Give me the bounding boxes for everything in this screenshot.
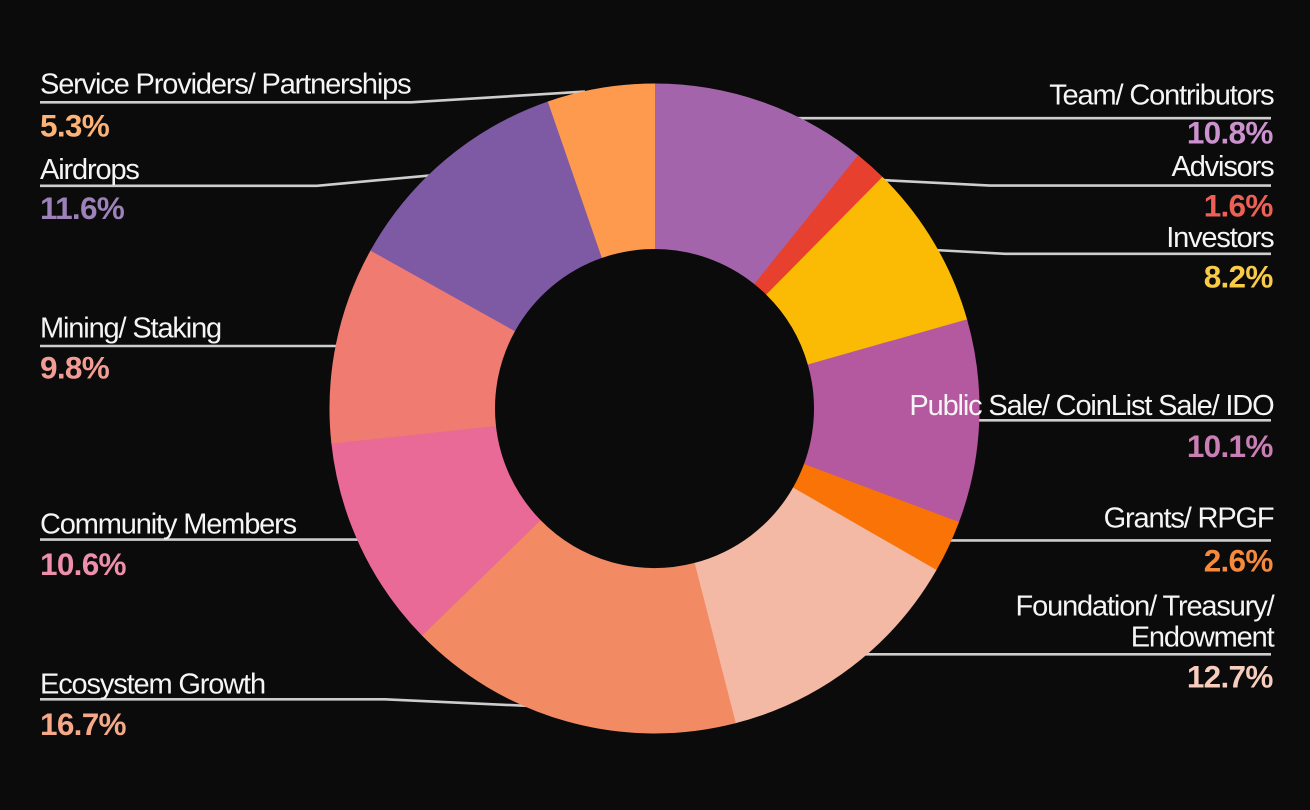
svg-text:Advisors: Advisors: [1172, 151, 1275, 183]
svg-text:16.7%: 16.7%: [40, 706, 127, 742]
svg-text:Public Sale/ CoinList Sale/ ID: Public Sale/ CoinList Sale/ IDO: [909, 390, 1274, 422]
svg-text:Foundation/ Treasury/: Foundation/ Treasury/: [1016, 591, 1276, 623]
svg-text:10.1%: 10.1%: [1187, 428, 1274, 464]
svg-text:11.6%: 11.6%: [40, 190, 125, 226]
svg-text:Endowment: Endowment: [1131, 622, 1275, 654]
svg-text:Community Members: Community Members: [40, 509, 297, 541]
svg-text:Service Providers/ Partnership: Service Providers/ Partnerships: [40, 69, 411, 101]
svg-text:10.6%: 10.6%: [40, 546, 127, 582]
svg-text:2.6%: 2.6%: [1204, 543, 1274, 579]
svg-text:Ecosystem Growth: Ecosystem Growth: [40, 669, 265, 701]
svg-text:Investors: Investors: [1166, 222, 1274, 254]
svg-text:Mining/ Staking: Mining/ Staking: [40, 313, 221, 345]
svg-text:9.8%: 9.8%: [40, 349, 110, 385]
svg-text:8.2%: 8.2%: [1204, 259, 1274, 295]
svg-text:1.6%: 1.6%: [1204, 188, 1274, 224]
svg-text:12.7%: 12.7%: [1187, 659, 1274, 695]
svg-text:Grants/ RPGF: Grants/ RPGF: [1104, 503, 1274, 535]
svg-text:Team/ Contributors: Team/ Contributors: [1049, 79, 1274, 111]
svg-text:Airdrops: Airdrops: [40, 154, 139, 186]
svg-text:5.3%: 5.3%: [40, 108, 110, 144]
svg-text:10.8%: 10.8%: [1187, 114, 1274, 150]
